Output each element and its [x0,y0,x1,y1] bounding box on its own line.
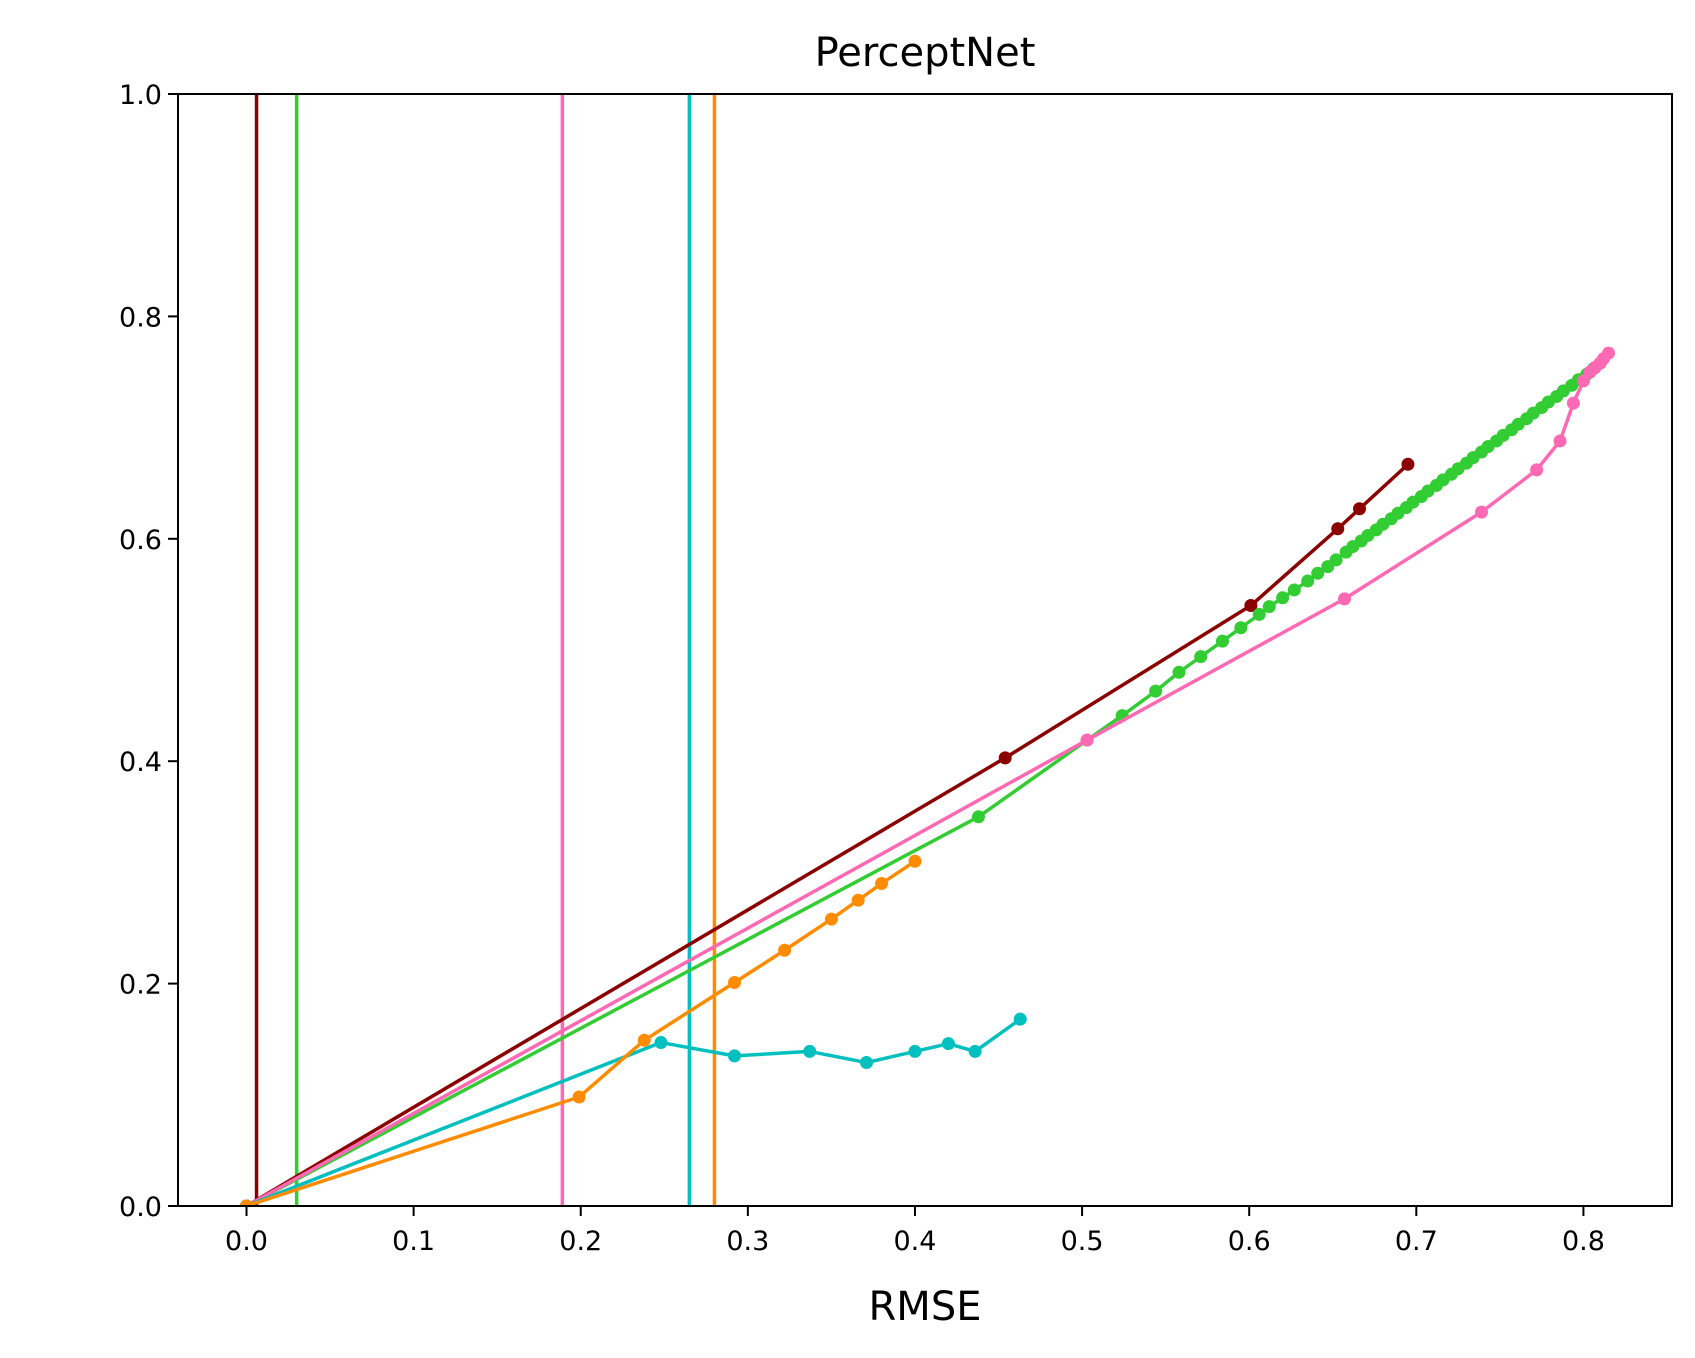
series-5-point [824,912,838,926]
series-2-point [1234,621,1248,635]
x-tick-label: 0.0 [225,1226,268,1257]
series-3-point [1566,396,1580,410]
series-3-point [1553,434,1567,448]
series-2-point [971,810,985,824]
x-tick-label: 0.3 [726,1226,769,1257]
series-1-line [245,463,1410,1206]
series-2-point [1194,650,1208,664]
series-3-point [1474,505,1488,519]
series-4-point [803,1044,817,1058]
x-axis-label: RMSE [869,1284,982,1330]
y-tick-label: 0.4 [119,747,162,778]
series-4-point [1013,1012,1027,1026]
series-5-point [572,1090,586,1104]
series-1-point [1244,599,1258,613]
y-axis: 0.0 0.2 0.4 0.6 0.8 1.0 [119,80,178,1223]
x-axis: 0.0 0.1 0.2 0.3 0.4 0.5 0.6 0.7 0.8 [225,1206,1605,1257]
series-4-point [654,1036,668,1050]
series-3-point [1602,346,1615,360]
series-2-point [1172,665,1186,679]
x-tick-label: 0.5 [1061,1226,1104,1257]
series-1-point [1401,457,1415,471]
x-tick-label: 0.1 [392,1226,435,1257]
chart-title: PerceptNet [815,30,1036,76]
series-2-point [1311,566,1325,580]
series-5-point [727,975,741,989]
series-3-point [1080,733,1094,747]
y-tick-label: 0.8 [119,302,162,333]
series-5-point [875,877,889,891]
series-2-point [1287,583,1301,597]
series-5-point [637,1033,651,1047]
y-tick-label: 1.0 [119,80,162,111]
series-3-point [1337,592,1351,606]
series-2-point [1301,574,1315,588]
series-2-point [1262,600,1276,614]
plot-area [240,94,1615,1206]
y-tick-label: 0.2 [119,970,162,1001]
x-tick-label: 0.7 [1395,1226,1438,1257]
x-tick-label: 0.2 [559,1226,602,1257]
y-tick-label: 0.6 [119,525,162,556]
series-2-point [1252,607,1266,621]
series-2-point [1149,684,1163,698]
series-1-point [1331,522,1345,536]
series-2-point [1215,634,1229,648]
x-tick-label: 0.6 [1228,1226,1271,1257]
series-3-point [1530,463,1544,477]
series-5-point [908,854,922,868]
series-4-point [941,1037,955,1051]
x-tick-label: 0.8 [1562,1226,1605,1257]
series-1-point [998,751,1012,765]
y-tick-label: 0.0 [119,1192,162,1223]
series-5-point [778,943,792,957]
series-4-point [727,1049,741,1063]
series-4-point [860,1056,874,1070]
series-1-point [1353,502,1366,516]
series-4-point [908,1044,922,1058]
series-4-point [968,1044,982,1058]
plot-frame [177,93,1673,1207]
series-3-point [1576,374,1590,388]
series-5-point [851,893,865,907]
series-5-point [240,1199,254,1206]
x-tick-label: 0.4 [893,1226,936,1257]
series-2-point [1276,591,1290,605]
series-2-point [1329,553,1343,567]
